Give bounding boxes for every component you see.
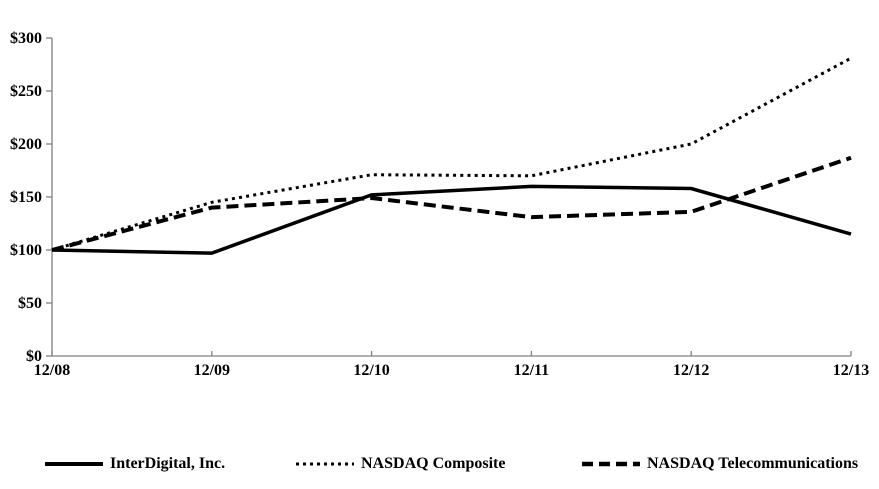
- x-tick-label: 12/08: [34, 362, 70, 379]
- series-line-solid: [51, 184, 852, 255]
- y-tick-label: $100: [10, 242, 42, 259]
- chart-legend: InterDigital, Inc. NASDAQ Composite NASD…: [0, 455, 879, 481]
- legend-item-nasdaq-telecom: NASDAQ Telecommunications: [582, 455, 858, 473]
- x-tick-label: 12/11: [514, 362, 550, 379]
- y-tick-label: $0: [26, 348, 42, 365]
- x-tick-label: 12/12: [673, 362, 709, 379]
- solid-line-icon: [45, 462, 103, 466]
- y-tick-label: $50: [18, 295, 42, 312]
- legend-label-interdigital: InterDigital, Inc.: [110, 455, 226, 472]
- series-line-dotted: [51, 56, 852, 252]
- series-line-dashed: [51, 155, 852, 252]
- y-tick-label: $250: [10, 83, 42, 100]
- dotted-line-icon: [296, 462, 354, 466]
- legend-label-nasdaq-telecom: NASDAQ Telecommunications: [647, 455, 859, 472]
- performance-line-chart: $0 $50 $100 $150 $200 $250 $300 12/08 12/09 12/10…: [10, 30, 869, 379]
- dashed-line-icon: [582, 461, 640, 467]
- legend-item-nasdaq-composite: NASDAQ Composite: [296, 455, 505, 473]
- x-tick-label: 12/10: [353, 362, 389, 379]
- x-tick-label: 12/09: [194, 362, 230, 379]
- y-tick-label: $150: [10, 189, 42, 206]
- y-tick-label: $300: [10, 30, 42, 47]
- legend-label-nasdaq-composite: NASDAQ Composite: [361, 455, 506, 472]
- y-tick-label: $200: [10, 136, 42, 153]
- x-tick-label: 12/13: [833, 362, 869, 379]
- legend-item-interdigital: InterDigital, Inc.: [45, 455, 225, 473]
